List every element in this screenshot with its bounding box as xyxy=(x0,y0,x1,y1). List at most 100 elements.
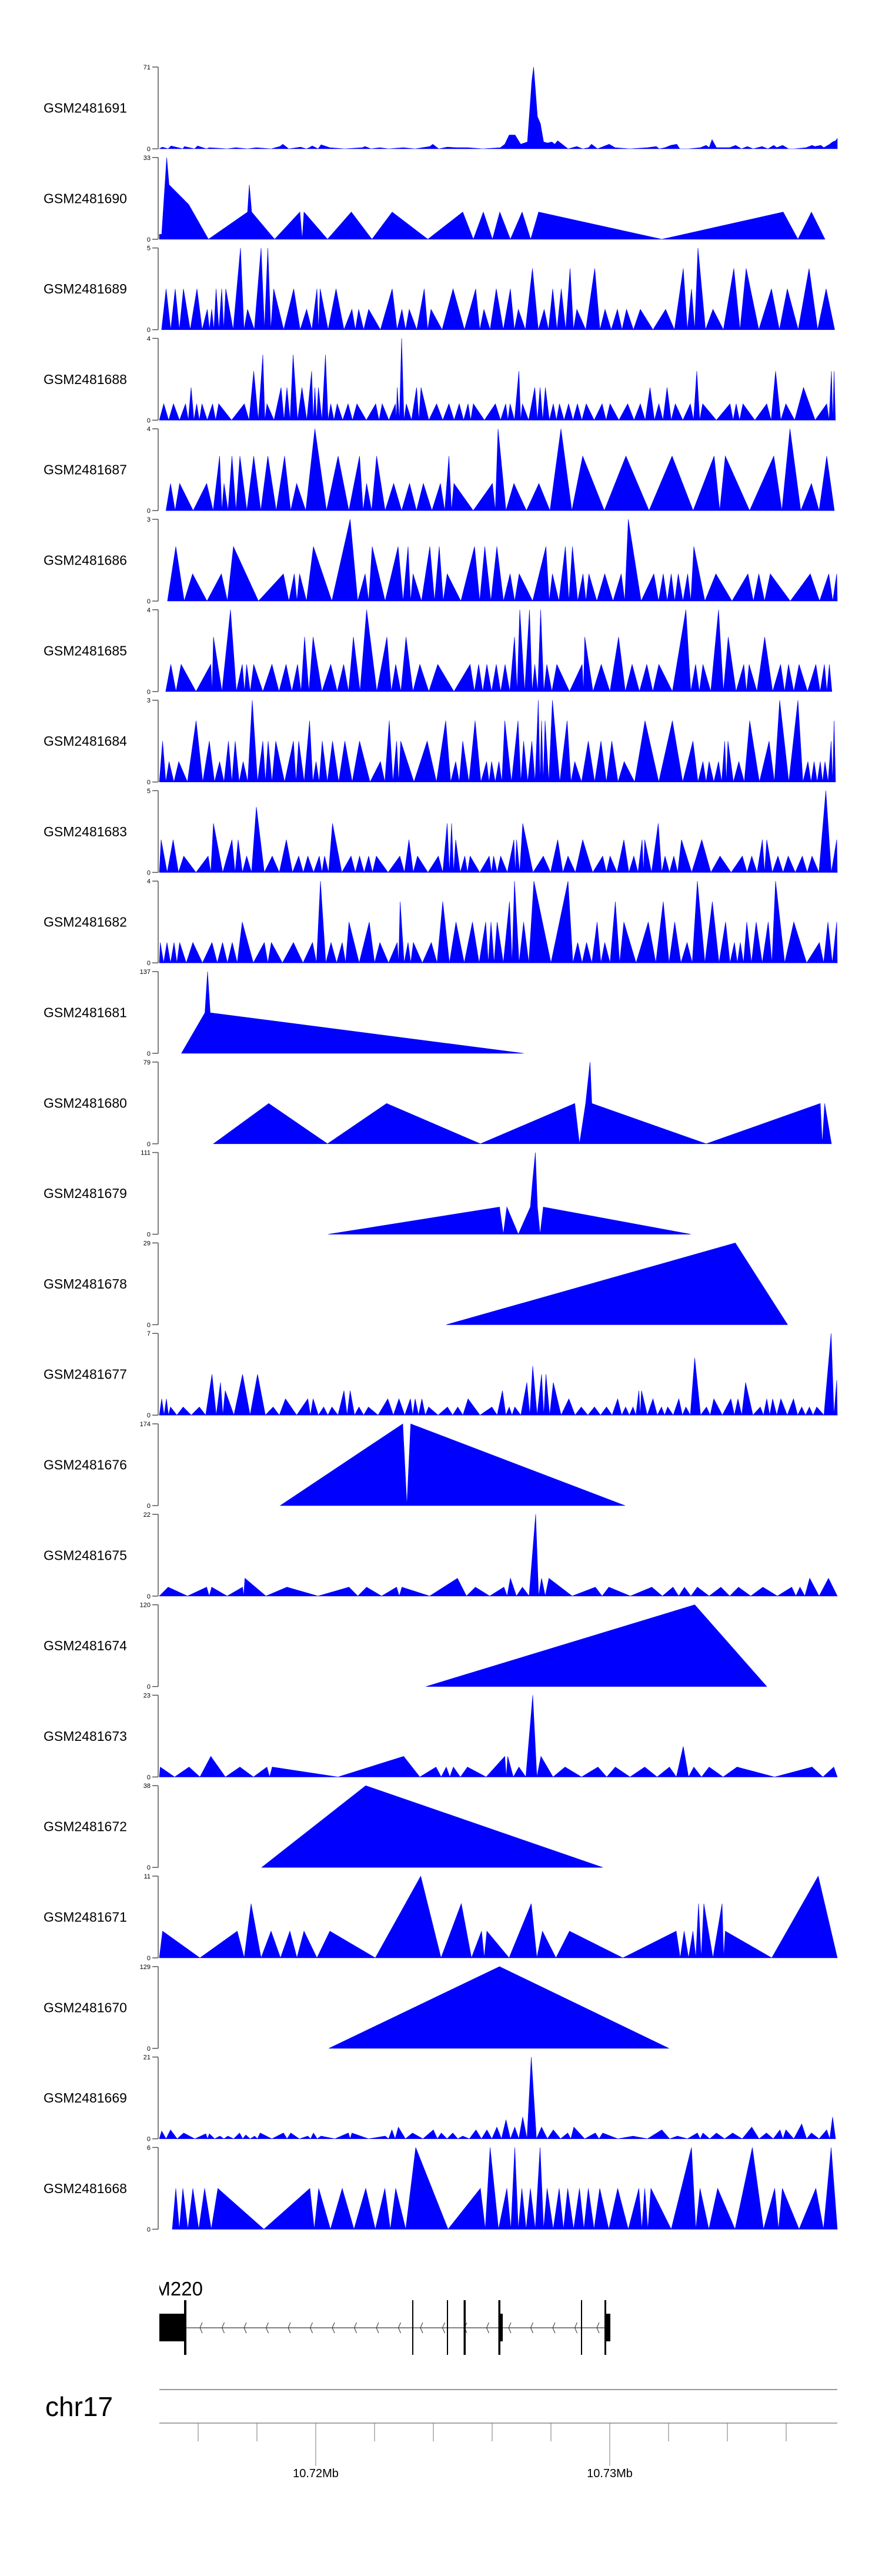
coverage-area xyxy=(159,338,836,421)
y-tick-label-max: 71 xyxy=(143,64,151,71)
track-label: GSM2481669 xyxy=(44,2090,127,2105)
track-label: GSM2481687 xyxy=(44,462,127,478)
data-track: GSM2481685 4 0 xyxy=(44,607,833,696)
y-tick-label-max: 3 xyxy=(147,698,151,705)
y-tick-label-min: 0 xyxy=(147,1864,151,1871)
strand-arrow-icon xyxy=(265,2322,269,2334)
track-label: GSM2481684 xyxy=(44,733,127,749)
coverage-area xyxy=(279,1423,626,1506)
genome-axis: chr17 10.72Mb 10.73Mb xyxy=(45,2389,837,2480)
coverage-area xyxy=(159,157,826,240)
strand-arrow-icon xyxy=(397,2322,401,2334)
data-track: GSM2481684 3 0 xyxy=(44,698,836,786)
y-tick-label-max: 5 xyxy=(147,245,151,252)
track-label: GSM2481679 xyxy=(44,1186,127,1201)
y-tick-label-min: 0 xyxy=(147,146,151,153)
strand-arrow-icon xyxy=(376,2322,379,2334)
coverage-area xyxy=(167,519,838,602)
coding-exon xyxy=(498,2300,500,2355)
track-label: GSM2481685 xyxy=(44,643,127,658)
track-label: GSM2481675 xyxy=(44,1547,127,1563)
y-tick-label-max: 22 xyxy=(143,1511,151,1519)
coding-exon xyxy=(447,2300,448,2355)
coverage-area xyxy=(261,1785,603,1868)
coverage-area xyxy=(159,1876,838,1959)
strand-arrow-icon xyxy=(309,2322,313,2334)
coverage-area xyxy=(329,1966,669,2049)
strand-arrow-icon xyxy=(221,2322,225,2334)
data-track: GSM2481672 38 0 xyxy=(44,1783,603,1871)
coverage-area xyxy=(181,971,524,1054)
strand-arrow-icon xyxy=(353,2322,357,2334)
y-tick-label-min: 0 xyxy=(147,1322,151,1329)
strand-arrow-icon xyxy=(552,2322,556,2334)
data-track: GSM2481671 11 0 xyxy=(44,1873,838,1962)
track-label: GSM2481681 xyxy=(44,1005,127,1020)
utr-exon xyxy=(159,2314,184,2341)
utr-exon xyxy=(606,2314,610,2341)
gene-track: TMEM220 xyxy=(159,2278,610,2355)
coding-exon xyxy=(412,2300,413,2355)
y-tick-label-min: 0 xyxy=(147,1141,151,1148)
track-label: GSM2481683 xyxy=(44,824,127,839)
track-label: GSM2481680 xyxy=(44,1095,127,1110)
y-tick-label-min: 0 xyxy=(147,869,151,876)
y-tick-label-min: 0 xyxy=(147,1955,151,1962)
data-track: GSM2481670 129 0 xyxy=(44,1964,669,2053)
data-track: GSM2481687 4 0 xyxy=(44,426,835,515)
track-label: GSM2481671 xyxy=(44,1910,127,1925)
y-tick-label-min: 0 xyxy=(147,236,151,243)
data-track: GSM2481679 111 0 xyxy=(44,1150,691,1239)
y-tick-label-max: 21 xyxy=(143,2054,151,2061)
strand-arrow-icon xyxy=(420,2322,423,2334)
data-track: GSM2481690 33 0 xyxy=(44,155,826,243)
y-tick-label-max: 174 xyxy=(140,1421,151,1428)
coding-exon xyxy=(604,2300,606,2355)
track-label: GSM2481670 xyxy=(44,2000,127,2015)
y-tick-label-min: 0 xyxy=(147,1232,151,1239)
track-label: GSM2481689 xyxy=(44,281,127,296)
coverage-area xyxy=(158,66,838,149)
coding-exon xyxy=(581,2300,582,2355)
strand-arrow-icon xyxy=(486,2322,489,2334)
coding-exon xyxy=(463,2300,466,2355)
data-track: GSM2481676 174 0 xyxy=(44,1421,626,1510)
axis-tick-label: 10.72Mb xyxy=(293,2467,339,2480)
strand-arrow-icon xyxy=(243,2322,247,2334)
y-tick-label-min: 0 xyxy=(147,960,151,967)
coverage-area xyxy=(159,1333,838,1416)
coverage-area xyxy=(165,429,835,512)
y-tick-label-min: 0 xyxy=(147,1593,151,1600)
y-tick-label-min: 0 xyxy=(147,1774,151,1781)
strand-arrow-icon xyxy=(574,2322,577,2334)
data-track: GSM2481669 21 0 xyxy=(44,2054,836,2143)
data-track: GSM2481668 6 0 xyxy=(44,2144,838,2233)
y-tick-label-max: 33 xyxy=(143,155,151,162)
strand-arrow-icon xyxy=(288,2322,291,2334)
y-tick-label-min: 0 xyxy=(147,779,151,786)
y-tick-label-min: 0 xyxy=(147,689,151,696)
coverage-area xyxy=(165,609,833,692)
strand-arrow-icon xyxy=(442,2322,445,2334)
strand-arrow-icon xyxy=(332,2322,335,2334)
y-tick-label-min: 0 xyxy=(147,1503,151,1510)
y-tick-label-max: 4 xyxy=(147,878,151,885)
coverage-area xyxy=(159,700,836,783)
coverage-area xyxy=(426,1604,767,1687)
coverage-area xyxy=(328,1152,691,1235)
y-tick-label-min: 0 xyxy=(147,327,151,334)
y-tick-label-max: 11 xyxy=(144,1873,151,1880)
coverage-area xyxy=(159,1514,838,1597)
y-tick-label-max: 5 xyxy=(147,788,151,795)
track-label: GSM2481682 xyxy=(44,915,127,930)
data-track: GSM2481691 71 0 xyxy=(44,64,838,153)
data-track: GSM2481681 137 0 xyxy=(44,969,524,1057)
strand-arrow-icon xyxy=(530,2322,533,2334)
data-track: GSM2481675 22 0 xyxy=(44,1511,838,1600)
chromosome-label: chr17 xyxy=(45,2391,113,2422)
coverage-area xyxy=(172,2147,838,2230)
data-track: GSM2481678 29 0 xyxy=(44,1240,789,1329)
track-label: GSM2481686 xyxy=(44,553,127,568)
coverage-area xyxy=(161,248,835,331)
